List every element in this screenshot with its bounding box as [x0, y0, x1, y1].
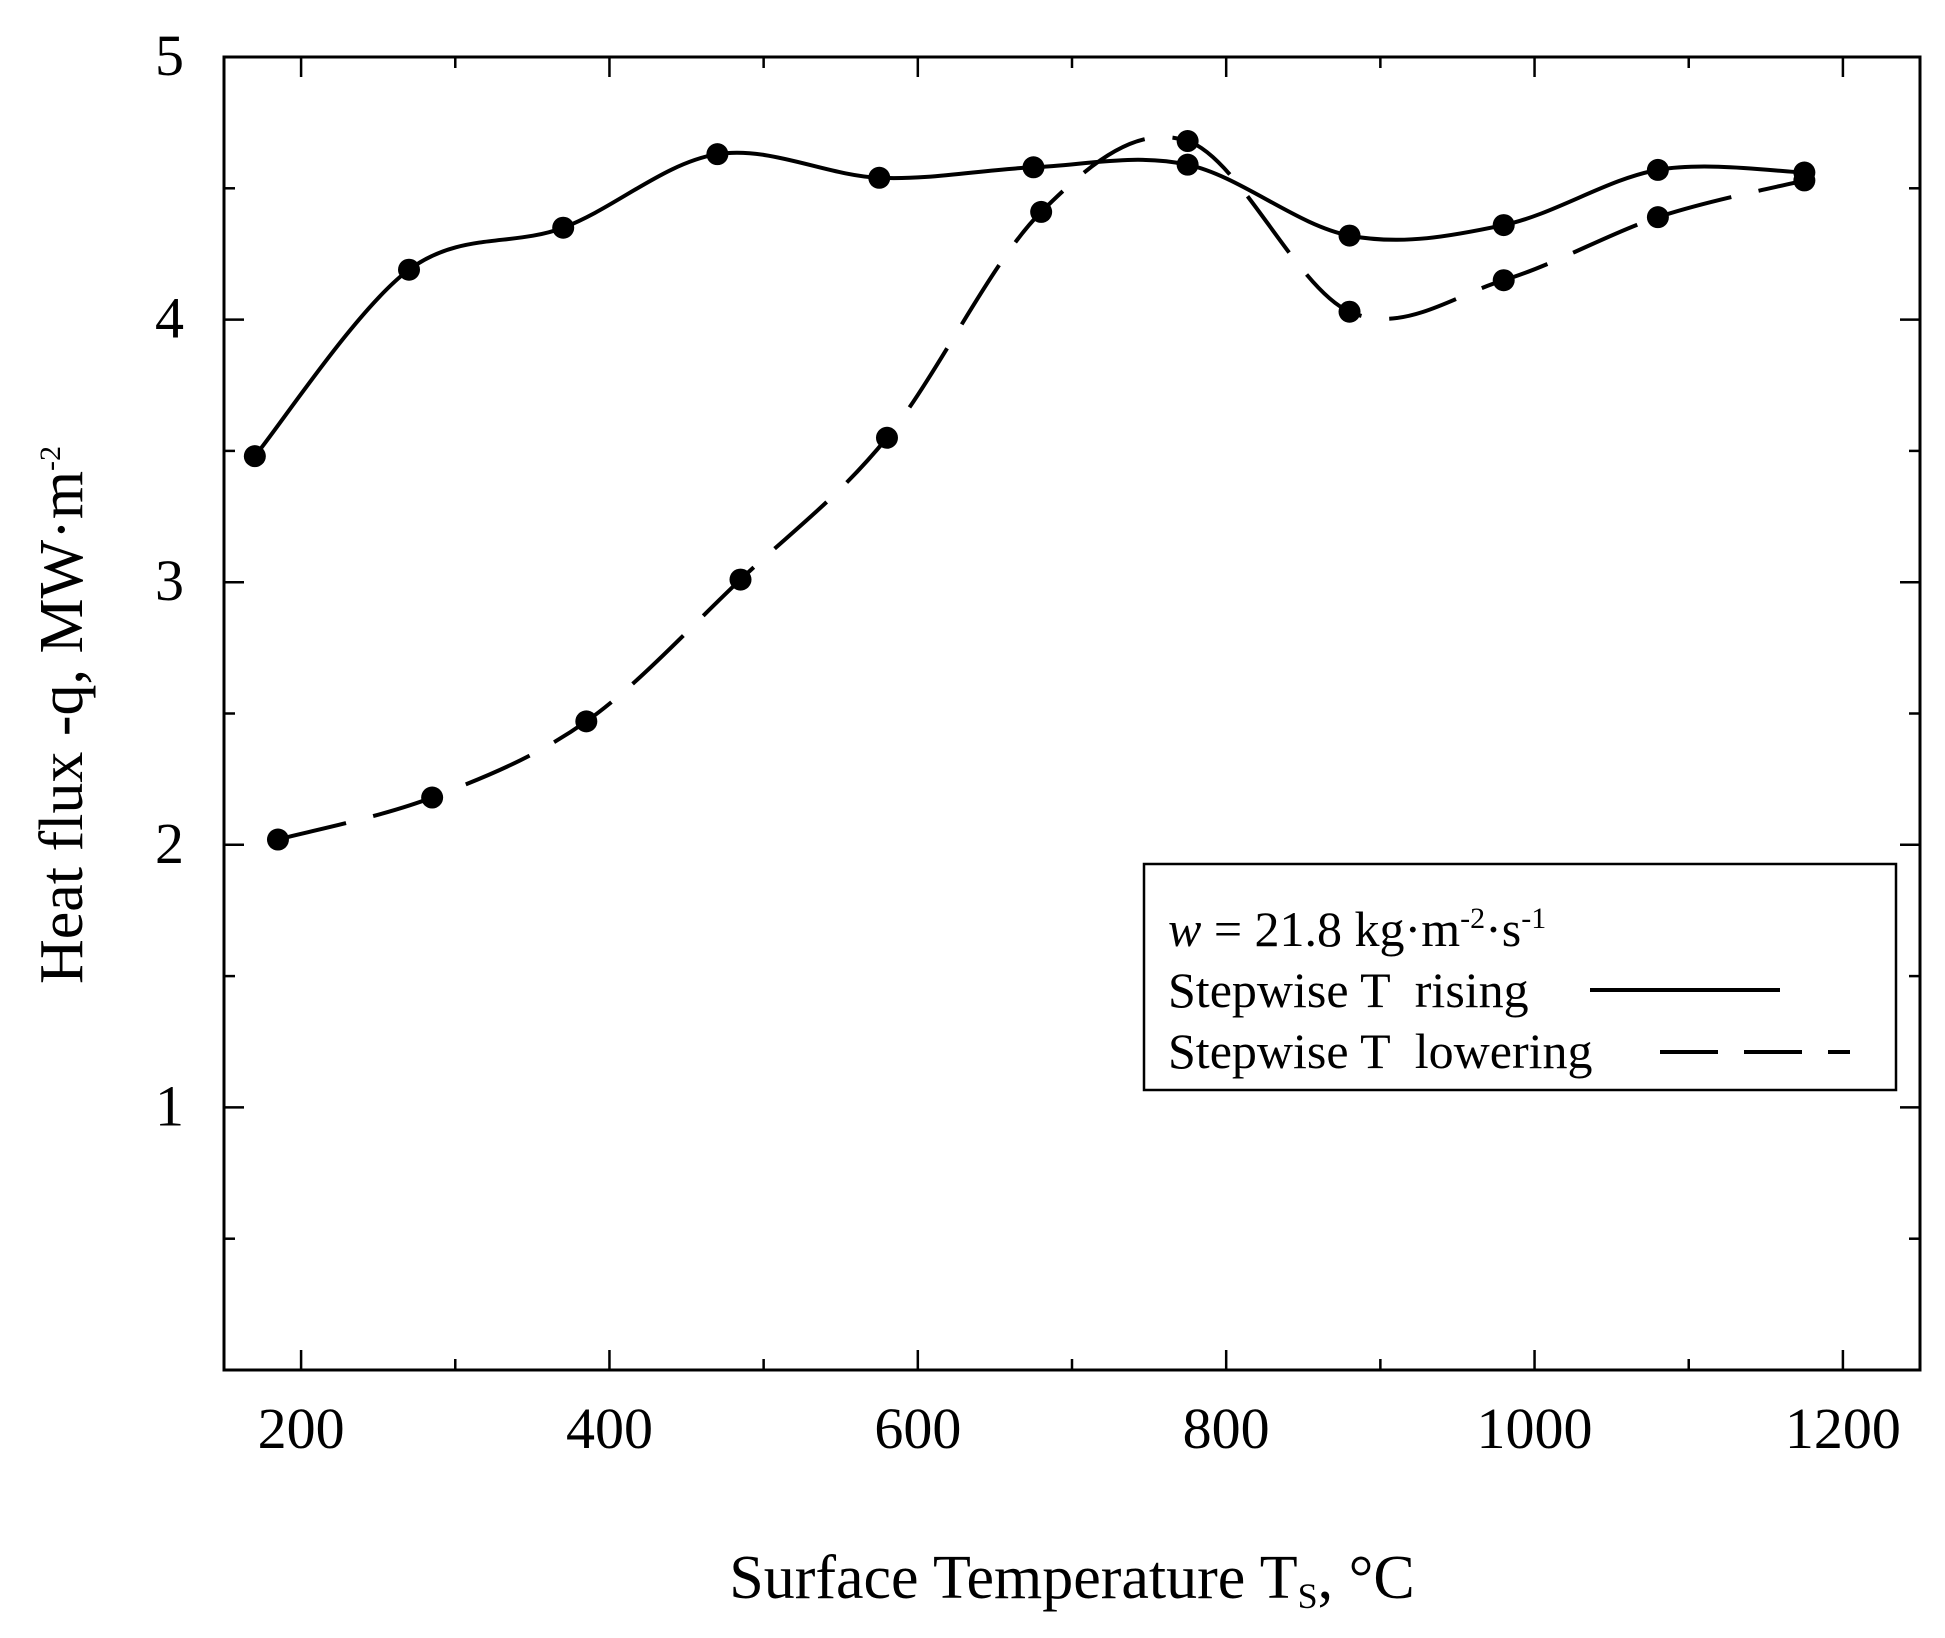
data-point-lowering — [875, 426, 898, 449]
data-point-rising — [1338, 224, 1361, 247]
data-point-lowering — [1646, 206, 1669, 229]
y-tick-label: 5 — [155, 23, 184, 88]
y-tick-label: 2 — [155, 811, 184, 876]
axis-ticks — [224, 55, 1920, 1370]
legend-parameter-mid: ·s — [1485, 901, 1521, 957]
y-axis-label: Heat flux -q, MW·m — [28, 471, 96, 984]
data-point-rising — [1492, 214, 1515, 237]
x-tick-label: 200 — [258, 1396, 345, 1461]
y-tick-label: 1 — [155, 1073, 184, 1138]
data-point-rising — [706, 143, 729, 166]
x-tick-label: 1200 — [1785, 1396, 1901, 1461]
data-point-rising — [1176, 153, 1199, 176]
data-point-rising — [1022, 156, 1045, 179]
legend-parameter-exp1: -2 — [1460, 902, 1485, 935]
legend-parameter-text: = 21.8 kg·m — [1201, 901, 1460, 957]
x-axis-title: Surface Temperature TS, °C — [729, 1544, 1415, 1616]
legend-parameter: w = 21.8 kg·m-2·s-1 — [1168, 901, 1546, 957]
data-point-lowering — [1176, 130, 1199, 153]
data-point-rising — [243, 445, 266, 468]
x-tick-label: 400 — [566, 1396, 653, 1461]
data-point-rising — [552, 216, 575, 239]
series-line-lowering — [277, 135, 1805, 842]
legend-parameter-exp2: -1 — [1521, 902, 1546, 935]
data-point-rising — [398, 258, 421, 281]
legend-entry-rising: Stepwise T rising — [1168, 962, 1529, 1018]
x-tick-label: 800 — [1183, 1396, 1270, 1461]
data-point-lowering — [421, 786, 444, 809]
x-tick-label: 600 — [874, 1396, 961, 1461]
axis-tick-labels: 200 400 600 800 1000 1200 1 2 3 4 5 — [155, 23, 1901, 1461]
data-point-lowering — [1492, 269, 1515, 292]
legend-entry-lowering: Stepwise T lowering — [1168, 1023, 1593, 1079]
data-point-lowering — [1030, 200, 1053, 223]
plot-frame — [222, 55, 1922, 1372]
x-axis-symbol: T — [1260, 1544, 1298, 1612]
series-line-rising — [253, 150, 1805, 458]
legend: w = 21.8 kg·m-2·s-1 Stepwise T rising St… — [1142, 862, 1898, 1092]
y-axis-exponent: -2 — [34, 446, 67, 471]
y-tick-label: 4 — [155, 286, 184, 351]
data-point-lowering — [575, 710, 598, 733]
data-point-rising — [868, 166, 891, 189]
data-point-lowering — [729, 568, 752, 591]
data-point-lowering — [266, 828, 289, 851]
y-axis-title: Heat flux -q, MW·m-2 — [28, 446, 96, 984]
x-tick-label: 1000 — [1477, 1396, 1593, 1461]
series-layer — [243, 130, 1816, 851]
x-axis-unit: , °C — [1318, 1544, 1415, 1612]
data-point-rising — [1646, 158, 1669, 181]
legend-parameter-symbol: w — [1168, 901, 1201, 957]
x-axis-subscript: S — [1298, 1576, 1318, 1616]
y-tick-label: 3 — [155, 548, 184, 613]
data-point-lowering — [1338, 300, 1361, 323]
x-axis-label: Surface Temperature — [729, 1544, 1245, 1612]
data-point-lowering — [1793, 169, 1816, 192]
